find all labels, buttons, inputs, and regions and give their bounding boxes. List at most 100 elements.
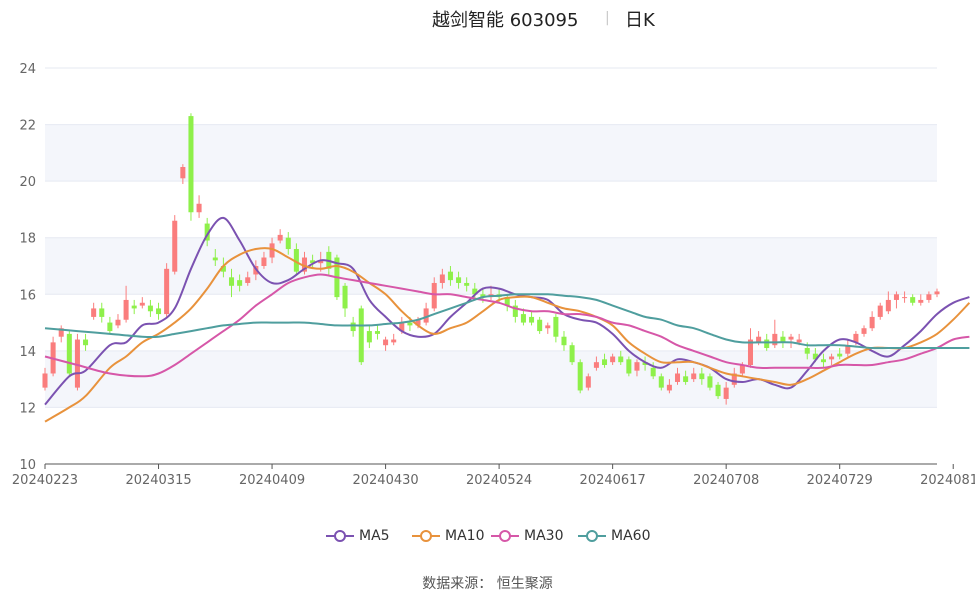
candle-body: [585, 376, 591, 388]
candlestick: [342, 282, 348, 317]
candle-body: [602, 359, 608, 365]
plot-bands: [45, 124, 937, 408]
candlestick: [902, 291, 908, 303]
candle-body: [237, 280, 243, 286]
candlestick: [658, 373, 664, 391]
y-axis: 10 12 14 16 18 20 22 24: [19, 62, 36, 473]
plot-band: [45, 350, 937, 408]
candle-body: [58, 328, 64, 337]
y-tick-label: 12: [19, 401, 36, 416]
source-value: 恒生聚源: [496, 576, 553, 592]
candlestick: [131, 299, 137, 315]
candle-body: [318, 260, 324, 264]
legend-marker-icon: [412, 530, 440, 542]
chart-title-row: 越剑智能 603095 | 日K: [0, 6, 975, 32]
candle-body: [837, 353, 843, 357]
candlestick: [780, 331, 786, 349]
candle-body: [869, 316, 875, 329]
candlestick: [723, 381, 729, 405]
candle-body: [683, 376, 689, 382]
candlestick: [58, 325, 64, 343]
candlestick: [626, 356, 632, 377]
candle-body: [788, 336, 794, 340]
candlestick: [683, 370, 689, 385]
candle-body: [569, 345, 575, 363]
candle-body: [561, 336, 567, 346]
candlestick: [464, 277, 470, 292]
candle-body: [366, 331, 372, 343]
candlestick: [350, 316, 356, 337]
candle-body: [885, 299, 891, 312]
candlestick: [845, 339, 851, 357]
candlestick: [107, 316, 113, 334]
candle-body: [772, 333, 778, 346]
candlestick: [634, 359, 640, 377]
candlestick: [642, 356, 648, 371]
candlestick: [861, 325, 867, 337]
candle-body: [674, 373, 681, 382]
candle-body: [147, 305, 153, 312]
candlestick: [204, 217, 210, 247]
candle-body: [131, 305, 137, 309]
candle-body: [74, 339, 80, 388]
legend-label: MA10: [445, 528, 485, 544]
candle-body: [123, 299, 129, 320]
candlesticks: [42, 113, 940, 405]
candle-body: [439, 274, 445, 283]
candle-body: [156, 308, 162, 315]
candlestick: [99, 302, 105, 323]
candle-body: [66, 333, 72, 374]
candlestick: [447, 266, 453, 286]
candle-body: [658, 376, 664, 388]
ma-line-ma30: [44, 273, 970, 378]
legend-label: MA5: [359, 528, 390, 544]
candlestick: [885, 291, 891, 315]
candlestick: [74, 333, 80, 391]
candle-body: [472, 288, 478, 295]
candlestick: [228, 268, 235, 298]
candle-body: [383, 339, 389, 346]
candle-body: [691, 373, 697, 380]
moving-average-lines: [44, 216, 971, 423]
candle-body: [893, 294, 899, 300]
candlestick: [650, 362, 656, 380]
candle-body: [618, 356, 624, 363]
candle-body: [228, 277, 235, 286]
candle-body: [918, 299, 924, 303]
candle-body: [164, 268, 170, 315]
candlestick: [277, 229, 283, 244]
y-tick-label: 18: [19, 232, 36, 247]
candlestick: [893, 291, 899, 309]
candlestick: [593, 356, 599, 371]
candle-body: [358, 308, 364, 363]
candle-body: [747, 339, 754, 365]
candle-body: [626, 359, 632, 374]
candlestick: [829, 353, 835, 365]
x-tick-label: 20240223: [12, 473, 78, 488]
y-tick-label: 16: [19, 288, 36, 303]
legend-marker-icon: [326, 530, 354, 542]
candle-body: [196, 203, 202, 213]
candle-body: [407, 322, 413, 326]
candle-body: [845, 345, 851, 354]
x-tick-label: 20240729: [807, 473, 873, 488]
candle-body: [545, 325, 551, 329]
candlestick: [301, 251, 308, 275]
candlestick: [42, 367, 48, 391]
candlestick: [747, 328, 754, 368]
candle-body: [780, 336, 786, 343]
legend: MA5 MA10 MA30 MA60: [0, 525, 975, 547]
legend-item-ma60[interactable]: MA60: [578, 525, 650, 547]
legend-item-ma30[interactable]: MA30: [491, 525, 563, 547]
plot-band: [45, 124, 937, 182]
legend-item-ma10[interactable]: MA10: [412, 525, 484, 547]
candle-body: [245, 277, 251, 283]
candle-body: [293, 249, 299, 272]
legend-marker-icon: [491, 530, 519, 542]
legend-item-ma5[interactable]: MA5: [326, 525, 390, 547]
candle-body: [699, 373, 705, 380]
candle-body: [934, 291, 940, 295]
candle-body: [642, 362, 648, 365]
x-tick-label: 20240430: [352, 473, 418, 488]
